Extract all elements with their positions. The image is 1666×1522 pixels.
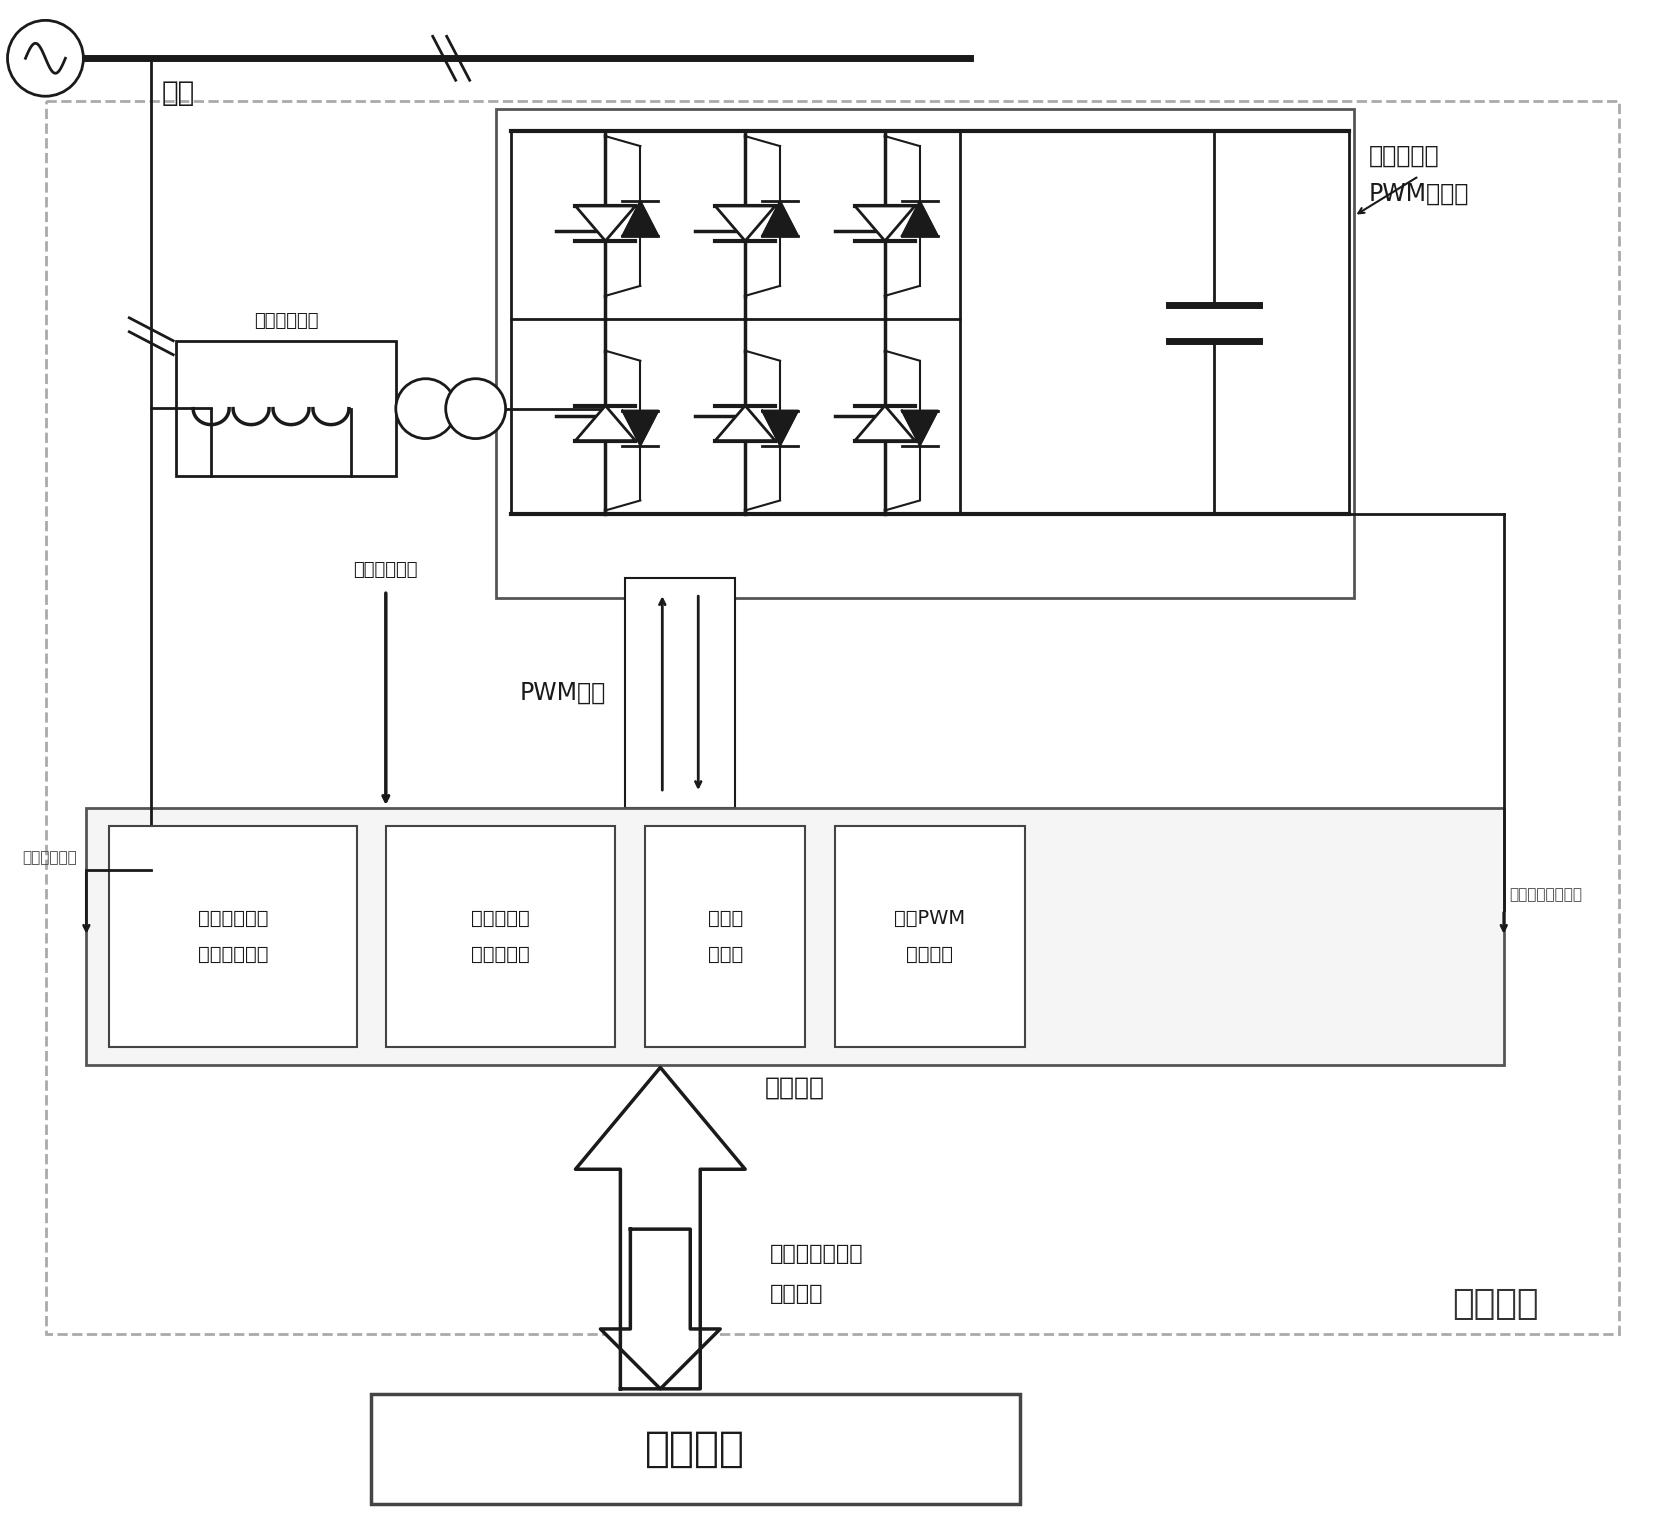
Text: 混合PWM: 混合PWM [895, 909, 965, 928]
Bar [87, 808, 1504, 1065]
Text: 闭环控制模块: 闭环控制模块 [198, 945, 268, 963]
Text: 并网连接电路: 并网连接电路 [253, 312, 318, 330]
Polygon shape [575, 1067, 745, 1390]
Circle shape [446, 379, 505, 438]
Text: 补偿指令电流和: 补偿指令电流和 [770, 1243, 863, 1265]
Text: 桥臂电流采集: 桥臂电流采集 [353, 562, 418, 580]
Circle shape [397, 379, 456, 438]
Text: 从控制器: 从控制器 [765, 1076, 825, 1099]
Polygon shape [855, 205, 915, 240]
Polygon shape [901, 201, 938, 236]
Text: 步模块: 步模块 [708, 945, 743, 963]
Text: 直流母线电压: 直流母线电压 [198, 909, 268, 928]
Bar [835, 826, 1025, 1047]
Bar [47, 100, 1619, 1333]
Polygon shape [855, 406, 915, 440]
Polygon shape [715, 406, 775, 440]
Bar [177, 341, 397, 475]
Bar [495, 110, 1354, 598]
Polygon shape [623, 201, 658, 236]
Polygon shape [715, 205, 775, 240]
Text: 三相电压型: 三相电压型 [1369, 145, 1439, 167]
Polygon shape [575, 406, 635, 440]
Circle shape [8, 20, 83, 96]
Text: 主控制器: 主控制器 [645, 1428, 745, 1470]
Text: 补偿电流闭: 补偿电流闭 [471, 909, 530, 928]
Text: 时基同: 时基同 [708, 909, 743, 928]
Text: 环控制模块: 环控制模块 [471, 945, 530, 963]
Bar [625, 578, 735, 808]
Text: 网侧电压采集: 网侧电压采集 [22, 851, 77, 866]
Bar [645, 826, 805, 1047]
Polygon shape [575, 205, 635, 240]
Polygon shape [761, 201, 798, 236]
Text: 功率单元: 功率单元 [1453, 1288, 1539, 1321]
Polygon shape [600, 1230, 720, 1390]
Text: PWM变流器: PWM变流器 [1369, 183, 1469, 205]
Bar [110, 826, 357, 1047]
Text: 直流母线电压采集: 直流母线电压采集 [1509, 887, 1581, 903]
Polygon shape [623, 411, 658, 446]
Text: 电网: 电网 [162, 79, 195, 107]
Text: PWM信号: PWM信号 [520, 682, 605, 705]
Bar [387, 826, 615, 1047]
Text: 调制模块: 调制模块 [906, 945, 953, 963]
Polygon shape [761, 411, 798, 446]
Text: 同步信号: 同步信号 [770, 1285, 823, 1304]
Bar [372, 1394, 1020, 1504]
Polygon shape [901, 411, 938, 446]
